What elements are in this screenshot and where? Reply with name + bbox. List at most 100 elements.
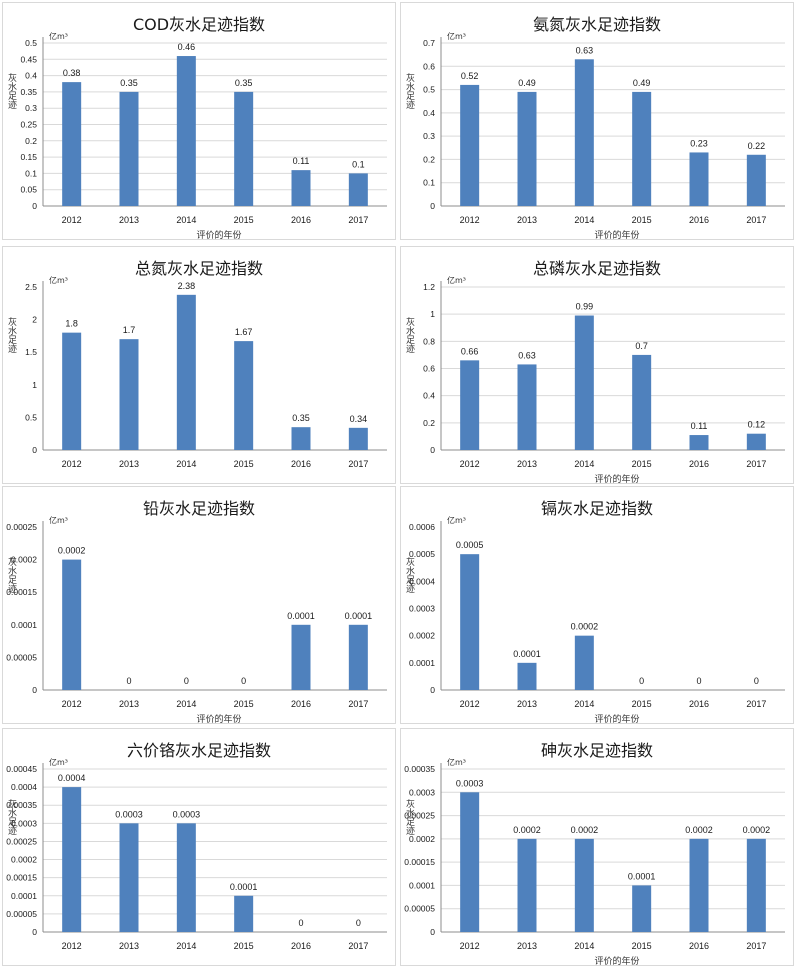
bar: [234, 895, 254, 932]
y-tick-label: 0: [32, 201, 37, 211]
y-tick-label: 0.0005: [409, 549, 435, 559]
y-tick-label: 0: [32, 445, 37, 455]
bar: [632, 354, 652, 450]
x-tick-label: 2014: [574, 459, 594, 469]
y-tick-label: 0.0001: [409, 880, 435, 890]
x-tick-label: 2014: [176, 215, 196, 225]
data-label: 0.52: [461, 71, 479, 81]
bar: [291, 170, 311, 206]
x-tick-label: 2016: [689, 941, 709, 951]
y-tick-label: 0.5: [25, 38, 37, 48]
x-tick-label: 2015: [234, 215, 254, 225]
chart-title: 镉灰水足迹指数: [540, 499, 653, 518]
x-tick-label: 2017: [746, 699, 766, 709]
x-tick-label: 2015: [632, 941, 652, 951]
y-tick-label: 0.0003: [409, 604, 435, 614]
data-label: 0: [639, 676, 644, 686]
bar: [632, 885, 652, 932]
bar: [176, 56, 196, 206]
y-tick-label: 0.35: [20, 87, 37, 97]
chart-svg: 0 0.00005 0.0001 0.00015 0.0002 0.00025 0.0003…: [404, 763, 785, 951]
bar: [746, 433, 766, 450]
bar: [176, 294, 196, 450]
y-tick-label: 0.0002: [409, 834, 435, 844]
x-tick-label: 2012: [460, 941, 480, 951]
y-axis-label: 灰水足迹: [404, 557, 414, 593]
y-tick-label: 0.00025: [404, 811, 435, 821]
bar: [689, 838, 709, 932]
bar: [746, 838, 766, 932]
x-tick-label: 2015: [234, 699, 254, 709]
x-axis-label: 评价的年份: [594, 231, 640, 241]
bar: [291, 427, 311, 450]
y-tick-label: 0.00025: [6, 836, 37, 846]
x-tick-label: 2012: [460, 459, 480, 469]
x-tick-label: 2016: [689, 459, 709, 469]
x-axis-label: 评价的年份: [594, 957, 640, 967]
y-tick-label: 1: [32, 380, 37, 390]
x-tick-label: 2013: [517, 215, 537, 225]
y-axis-label: 灰水足迹: [6, 799, 16, 835]
x-tick-label: 2017: [348, 459, 368, 469]
data-label: 0.0005: [456, 540, 484, 550]
bar: [176, 823, 196, 932]
bar: [62, 559, 82, 690]
y-tick-label: 0.1: [423, 178, 435, 188]
x-tick-label: 2013: [119, 699, 139, 709]
data-label: 0.35: [120, 78, 138, 88]
x-tick-label: 2015: [632, 699, 652, 709]
x-tick-label: 2015: [234, 941, 254, 951]
x-tick-label: 2015: [632, 459, 652, 469]
x-tick-label: 2016: [291, 459, 311, 469]
data-label: 0.0002: [513, 825, 541, 835]
data-label: 0.23: [690, 138, 708, 148]
y-tick-label: 0.0004: [409, 576, 435, 586]
x-tick-label: 2016: [689, 699, 709, 709]
bar: [234, 91, 254, 206]
x-tick-label: 2016: [291, 941, 311, 951]
chart-svg: 0 0.5 1 1.5 2 2.5 1.8 2012 1.7 2013 2.38 2014 1.67 20…: [25, 281, 387, 469]
x-tick-label: 2012: [62, 459, 82, 469]
data-label: 0: [241, 676, 246, 686]
chart-title: 总磷灰水足迹指数: [532, 259, 661, 278]
unit-label: 亿m³: [447, 276, 466, 285]
y-axis-label: 灰水足迹: [6, 557, 16, 593]
bar: [460, 554, 480, 690]
data-label: 0.0001: [628, 871, 656, 881]
data-label: 0.0001: [230, 882, 258, 892]
chart-svg: 0 0.05 0.1 0.15 0.2 0.25 0.3 0.35 0.4 0.45 0.5 0.38…: [20, 37, 387, 225]
y-tick-label: 0.4: [423, 108, 435, 118]
bar: [746, 154, 766, 206]
y-tick-label: 0.8: [423, 336, 435, 346]
y-tick-label: 0.45: [20, 54, 37, 64]
y-tick-label: 0.00005: [404, 904, 435, 914]
y-tick-label: 2.5: [25, 282, 37, 292]
y-tick-label: 0.0003: [11, 818, 37, 828]
x-tick-label: 2014: [574, 941, 594, 951]
chart-title: 砷灰水足迹指数: [540, 741, 653, 760]
x-axis-label: 评价的年份: [594, 715, 640, 725]
y-tick-label: 0: [430, 685, 435, 695]
data-label: 0.35: [235, 78, 253, 88]
y-tick-label: 0.7: [423, 38, 435, 48]
chart-svg: 0 0.1 0.2 0.3 0.4 0.5 0.6 0.7 0.52 2012 0.49 2013 0.…: [423, 37, 785, 225]
y-tick-label: 0.2: [423, 154, 435, 164]
x-tick-label: 2017: [746, 459, 766, 469]
y-tick-label: 0.00005: [6, 652, 37, 662]
chart-title: 铅灰水足迹指数: [142, 499, 255, 518]
x-tick-label: 2017: [348, 215, 368, 225]
x-tick-label: 2012: [62, 215, 82, 225]
y-axis-label: 灰水足迹: [6, 317, 16, 353]
x-tick-label: 2013: [119, 941, 139, 951]
data-label: 1.7: [123, 325, 136, 335]
bar: [632, 91, 652, 206]
y-tick-label: 0.05: [20, 185, 37, 195]
y-tick-label: 0.1: [25, 168, 37, 178]
data-label: 0.63: [518, 350, 536, 360]
chart-svg: 0 0.00005 0.0001 0.00015 0.0002 0.00025 0.0003…: [6, 763, 387, 951]
y-tick-label: 0.4: [423, 391, 435, 401]
y-tick-label: 0.3: [423, 131, 435, 141]
x-tick-label: 2012: [460, 215, 480, 225]
data-label: 0.0001: [287, 611, 315, 621]
data-label: 0.0002: [743, 825, 771, 835]
